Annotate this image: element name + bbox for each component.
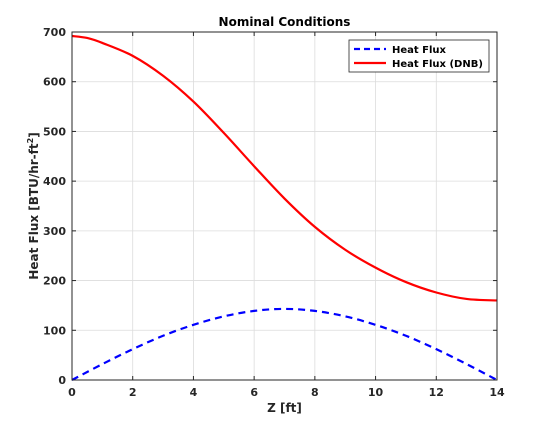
x-tick-label: 12: [429, 386, 444, 399]
legend: Heat Flux Heat Flux (DNB): [348, 39, 490, 73]
plot-area: [72, 32, 497, 380]
y-tick-label: 400: [43, 175, 66, 188]
y-tick-label: 500: [43, 125, 66, 138]
series-line-heat-flux: [71, 307, 498, 381]
x-tick-label: 14: [489, 386, 505, 399]
x-tick-label: 0: [68, 386, 76, 399]
y-tick-label: 600: [43, 76, 66, 89]
series-line-heat-flux-dnb: [71, 34, 498, 302]
y-axis-label-superscript: 2: [26, 138, 35, 144]
y-axis-label-main: Heat Flux [BTU/hr-ft: [27, 143, 41, 280]
y-axis-label-end: ]: [27, 132, 41, 137]
y-tick-label: 0: [58, 374, 66, 387]
y-tick-label: 700: [43, 26, 66, 39]
series-layer: [71, 34, 498, 381]
x-tick-label: 4: [190, 386, 198, 399]
y-tick-label: 200: [43, 275, 66, 288]
y-tick-label: 100: [43, 324, 66, 337]
x-axis-label: Z [ft]: [267, 401, 302, 415]
x-tick-label: 2: [129, 386, 137, 399]
x-tick-label: 10: [368, 386, 384, 399]
ticks: 0 2 4 6 8 10 12 14 0 100 200 300 400 500 600 700: [43, 26, 505, 399]
plot-frame: [71, 31, 498, 381]
y-tick-label: 300: [43, 225, 66, 238]
y-axis-label: Heat Flux [BTU/hr-ft2]: [26, 132, 41, 279]
legend-box: [348, 39, 490, 73]
legend-label-heat-flux: Heat Flux: [392, 45, 447, 56]
legend-label-heat-flux-dnb: Heat Flux (DNB): [392, 59, 483, 70]
x-tick-label: 8: [311, 386, 319, 399]
x-tick-label: 6: [250, 386, 258, 399]
chart-title: Nominal Conditions: [219, 15, 351, 29]
